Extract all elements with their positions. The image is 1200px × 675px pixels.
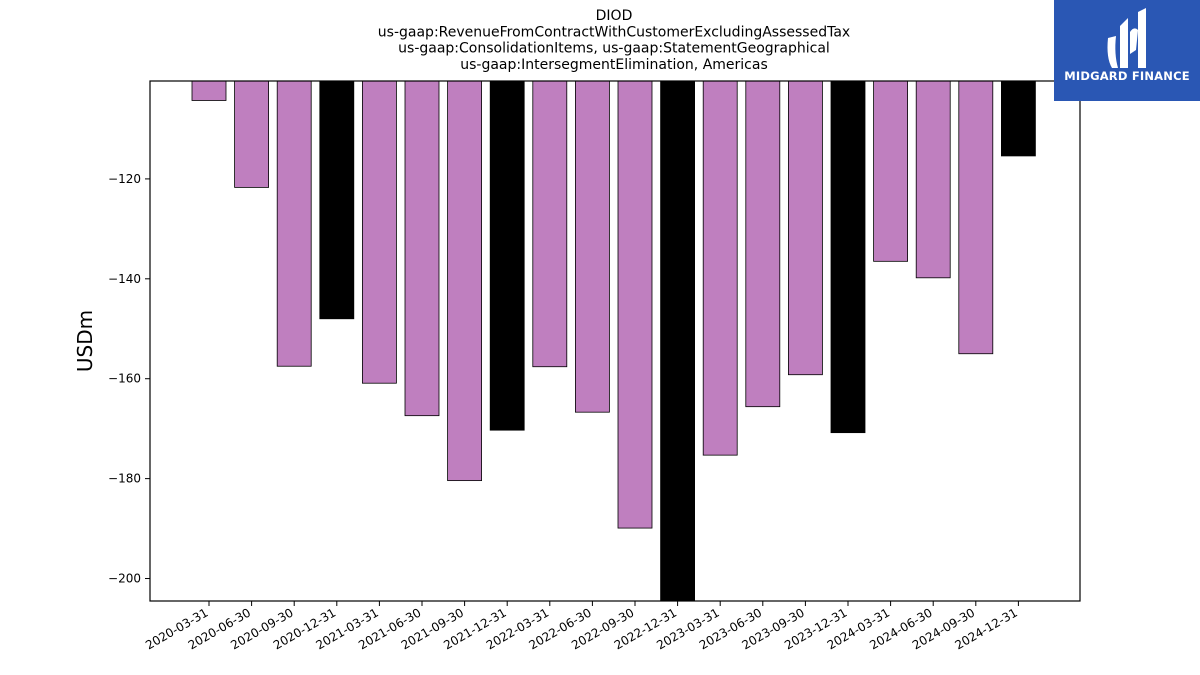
bar: [788, 80, 823, 376]
bar: [873, 80, 908, 262]
y-tick-label: −160: [108, 372, 141, 386]
bar: [532, 80, 568, 368]
bar: [660, 80, 695, 602]
bar: [702, 80, 738, 456]
bar: [319, 80, 355, 320]
y-axis: −120 −140 −160 −180 −200: [108, 172, 150, 586]
bar: [361, 80, 397, 384]
bar: [575, 80, 610, 413]
bar: [489, 80, 525, 431]
bar: [958, 80, 994, 355]
y-axis-label: USDm: [73, 310, 97, 372]
bar: [617, 80, 653, 529]
y-tick-label: −200: [108, 572, 141, 586]
title-line: us-gaap:RevenueFromContractWithCustomerE…: [378, 24, 850, 40]
chart-title: DIODus-gaap:RevenueFromContractWithCusto…: [378, 8, 850, 73]
bar: [447, 80, 483, 482]
bar: [915, 80, 951, 279]
y-tick-label: −140: [108, 272, 141, 286]
bar: [276, 80, 312, 367]
plot-frame: [149, 80, 1081, 602]
bars: [191, 80, 1036, 602]
title-line: us-gaap:IntersegmentElimination, America…: [460, 57, 768, 73]
bar: [1001, 80, 1036, 157]
midgard-logo-mark-icon: [1107, 8, 1146, 68]
bar: [404, 80, 440, 417]
title-line: DIOD: [596, 8, 633, 24]
y-tick-label: −120: [108, 172, 141, 186]
x-axis: 2020-03-312020-06-302020-09-302020-12-31…: [143, 601, 1020, 652]
bar: [191, 80, 227, 101]
title-line: us-gaap:ConsolidationItems, us-gaap:Stat…: [398, 41, 830, 57]
bar: [234, 80, 270, 188]
midgard-finance-logo: MIDGARD FINANCE: [1054, 0, 1200, 101]
logo-text: MIDGARD FINANCE: [1064, 69, 1190, 83]
y-tick-label: −180: [108, 472, 141, 486]
bar: [745, 80, 781, 408]
bar: [830, 80, 866, 434]
